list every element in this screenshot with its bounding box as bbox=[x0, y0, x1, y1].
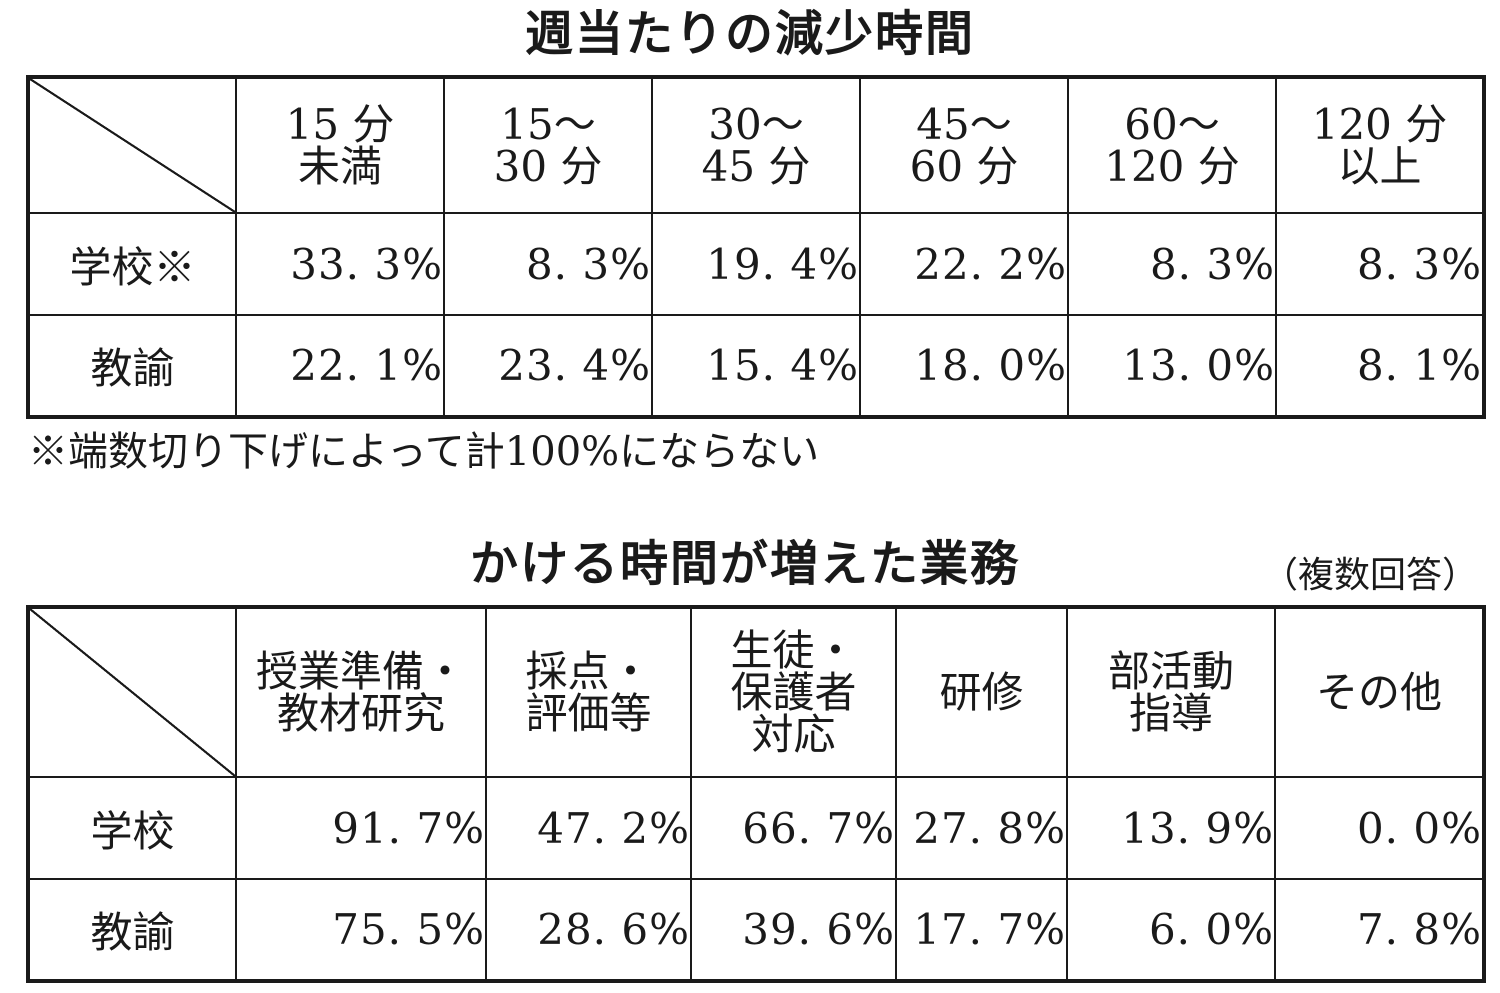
table1-col-header: 30～ 45 分 bbox=[651, 76, 861, 214]
table-cell: 75. 5% bbox=[235, 878, 487, 982]
table-cell: 15. 4% bbox=[651, 314, 861, 418]
table-cell: 22. 2% bbox=[859, 212, 1069, 316]
table2-col-header: 部活動 指導 bbox=[1066, 606, 1276, 778]
table-cell: 22. 1% bbox=[235, 314, 445, 418]
table-row: 学校※ 33. 3% 8. 3% 19. 4% 22. 2% 8. 3% 8. … bbox=[27, 212, 1485, 316]
table2-col-header: 採点・ 評価等 bbox=[485, 606, 692, 778]
table2-corner-cell bbox=[27, 606, 237, 778]
footnote: ※端数切り下げによって計100%にならない bbox=[28, 429, 820, 475]
table-cell: 8. 3% bbox=[1067, 212, 1277, 316]
table-cell: 23. 4% bbox=[443, 314, 653, 418]
table1-title: 週当たりの減少時間 bbox=[524, 6, 975, 62]
table-cell: 8. 1% bbox=[1275, 314, 1485, 418]
table-cell: 19. 4% bbox=[651, 212, 861, 316]
table-row: 教諭 22. 1% 23. 4% 15. 4% 18. 0% 13. 0% 8.… bbox=[27, 314, 1485, 418]
table1-col-header: 45～ 60 分 bbox=[859, 76, 1069, 214]
table-cell: 17. 7% bbox=[895, 878, 1068, 982]
table1-header-row: 15 分 未満 15～ 30 分 30～ 45 分 45～ 60 分 60～ 1… bbox=[27, 76, 1485, 214]
table-row: 学校 91. 7% 47. 2% 66. 7% 27. 8% 13. 9% 0.… bbox=[27, 776, 1485, 880]
table-row: 教諭 75. 5% 28. 6% 39. 6% 17. 7% 6. 0% 7. … bbox=[27, 878, 1485, 982]
row-label: 学校 bbox=[27, 776, 237, 880]
row-label: 教諭 bbox=[27, 314, 237, 418]
row-label: 教諭 bbox=[27, 878, 237, 982]
table-cell: 39. 6% bbox=[690, 878, 897, 982]
table2-col-header: 研修 bbox=[895, 606, 1068, 778]
increased-tasks-table: 授業準備・ 教材研究 採点・ 評価等 生徒・ 保護者 対応 研修 部活動 指導 … bbox=[26, 605, 1486, 983]
table1-col-header: 120 分 以上 bbox=[1275, 76, 1485, 214]
table1-col-header: 60～ 120 分 bbox=[1067, 76, 1277, 214]
table2-header-row: 授業準備・ 教材研究 採点・ 評価等 生徒・ 保護者 対応 研修 部活動 指導 … bbox=[27, 606, 1485, 778]
table-cell: 8. 3% bbox=[1275, 212, 1485, 316]
table2-title: かける時間が増えた業務 bbox=[469, 536, 1020, 592]
table-cell: 13. 9% bbox=[1066, 776, 1276, 880]
table-cell: 6. 0% bbox=[1066, 878, 1276, 982]
table2-col-header: 授業準備・ 教材研究 bbox=[235, 606, 487, 778]
table-cell: 7. 8% bbox=[1274, 878, 1485, 982]
table-cell: 0. 0% bbox=[1274, 776, 1485, 880]
table-cell: 66. 7% bbox=[690, 776, 897, 880]
table-cell: 18. 0% bbox=[859, 314, 1069, 418]
table-cell: 8. 3% bbox=[443, 212, 653, 316]
table1-col-header: 15 分 未満 bbox=[235, 76, 445, 214]
table-cell: 33. 3% bbox=[235, 212, 445, 316]
table2-col-header: その他 bbox=[1274, 606, 1485, 778]
multiple-answers-note: （複数回答） bbox=[1261, 555, 1478, 596]
table-cell: 28. 6% bbox=[485, 878, 692, 982]
table1-col-header: 15～ 30 分 bbox=[443, 76, 653, 214]
table-cell: 91. 7% bbox=[235, 776, 487, 880]
table-cell: 27. 8% bbox=[895, 776, 1068, 880]
table2-col-header: 生徒・ 保護者 対応 bbox=[690, 606, 897, 778]
reduced-time-table: 15 分 未満 15～ 30 分 30～ 45 分 45～ 60 分 60～ 1… bbox=[26, 75, 1486, 419]
table-cell: 13. 0% bbox=[1067, 314, 1277, 418]
row-label: 学校※ bbox=[27, 212, 237, 316]
table-cell: 47. 2% bbox=[485, 776, 692, 880]
table1-corner-cell bbox=[27, 76, 237, 214]
